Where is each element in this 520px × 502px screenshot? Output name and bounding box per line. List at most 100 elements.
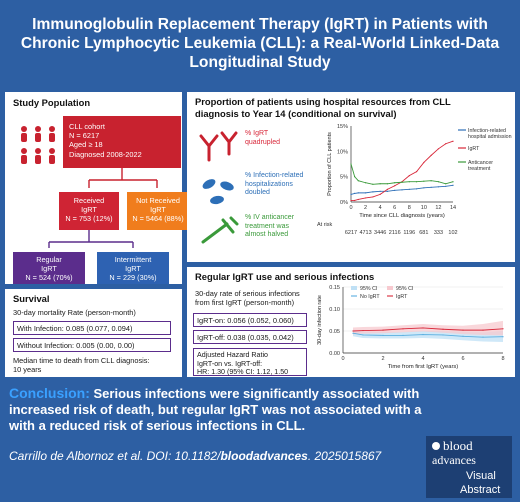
iv-drip-icon xyxy=(201,216,239,244)
cohort-line: CLL cohort xyxy=(69,122,105,131)
bacteria-icon xyxy=(202,179,234,205)
data-point xyxy=(502,328,504,330)
regular-line: N = 524 (70%) xyxy=(25,273,73,282)
y-tick-label: 5% xyxy=(340,175,348,181)
data-point xyxy=(364,197,367,199)
anticancer-text-line: % IV anticancer xyxy=(245,214,295,221)
y-axis-label: Proportion of CLL patients xyxy=(327,132,333,196)
data-point xyxy=(394,185,396,187)
citation-suffix: . 2025015867 xyxy=(307,449,382,463)
data-point xyxy=(445,183,447,185)
data-point xyxy=(437,148,440,150)
data-point xyxy=(452,184,454,186)
legend-label: IgRT xyxy=(468,146,480,152)
data-point xyxy=(364,182,367,184)
infection-text-line: % Infection-related xyxy=(245,172,304,179)
x-axis-label: Time since CLL diagnosis (years) xyxy=(359,213,445,219)
regular-igrt-panel: Regular IgRT use and serious infections … xyxy=(187,267,515,377)
anticancer-halved-text: % IV anticancer treatment was almost hal… xyxy=(245,214,294,240)
cohort-line: Diagnosed 2008-2022 xyxy=(69,149,142,159)
y-tick-label: 0% xyxy=(340,200,348,206)
igrt-off-box: IgRT-off: 0.038 (0.035, 0.042) xyxy=(193,330,307,344)
regular-text-line: 30-day rate of serious infections xyxy=(195,289,300,298)
legend-label: treatment xyxy=(468,166,491,172)
data-point xyxy=(402,334,404,336)
blood-advances-logo: blood advances Visual Abstract xyxy=(426,436,512,498)
anticancer-text-line: almost halved xyxy=(245,231,289,239)
legend-label: No IgRT xyxy=(360,294,380,300)
survival-subtitle: 30-day mortality Rate (person-month) xyxy=(13,308,136,317)
at-risk-value: 4713 xyxy=(359,230,371,236)
data-point xyxy=(462,335,464,337)
igrt-on-box: IgRT-on: 0.056 (0.052, 0.060) xyxy=(193,313,307,327)
received-line: N = 753 (12%) xyxy=(65,214,113,223)
data-point xyxy=(415,171,418,173)
hr-line: IgRT-on vs. IgRT-off: xyxy=(197,359,263,368)
cohort-box: CLL cohort N = 6217 Aged ≥ 18 Diagnosed … xyxy=(63,116,181,168)
x-tick-label: 6 xyxy=(461,356,464,362)
x-tick-label: 12 xyxy=(435,205,441,211)
data-point xyxy=(401,189,403,191)
x-tick-label: 4 xyxy=(421,356,424,362)
data-point xyxy=(452,181,454,183)
conclusion: Conclusion: Serious infections were sign… xyxy=(9,385,423,434)
intermittent-line: Intermittent xyxy=(114,255,152,264)
received-line: Received xyxy=(73,196,105,205)
not-received-igrt-box: Not Received IgRT N = 5464 (88%) xyxy=(127,192,189,230)
x-axis-label: Time from first IgRT (years) xyxy=(388,364,458,370)
not-received-line: IgRT xyxy=(150,205,166,214)
data-point xyxy=(394,182,396,184)
received-line: IgRT xyxy=(81,205,97,214)
legend-label: 95% CI xyxy=(360,286,377,292)
legend-label: Anticancer xyxy=(468,160,493,166)
hr-line: Adjusted Hazard Ratio xyxy=(197,351,268,359)
data-point xyxy=(379,193,381,195)
regular-line: IgRT xyxy=(41,264,57,273)
y-tick-label: 0.00 xyxy=(329,351,340,357)
header: Immunoglobulin Replacement Therapy (IgRT… xyxy=(0,0,520,86)
intermittent-igrt-box: Intermittent IgRT N = 229 (30%) xyxy=(97,252,169,284)
regular-text-line: from first IgRT (person-month) xyxy=(195,298,295,307)
data-point xyxy=(372,183,374,185)
data-point xyxy=(445,143,447,145)
data-point xyxy=(379,183,381,185)
anticancer-text-line: treatment was xyxy=(245,222,289,230)
x-tick-label: 0 xyxy=(349,205,352,211)
x-tick-label: 0 xyxy=(341,356,344,362)
logo-text: blood xyxy=(443,438,473,453)
antibody-icon xyxy=(199,131,238,162)
y-tick-label: 10% xyxy=(337,149,348,155)
data-point xyxy=(362,334,364,336)
data-point xyxy=(350,163,352,165)
data-point xyxy=(437,181,440,183)
x-tick-label: 10 xyxy=(421,205,427,211)
legend-label: IgRT xyxy=(396,294,408,300)
citation-prefix: Carrillo de Albornoz et al. DOI: 10.1182… xyxy=(9,449,221,463)
y-tick-label: 15% xyxy=(337,124,348,130)
legend-label: hospital admission xyxy=(468,134,512,140)
not-received-line: N = 5464 (88%) xyxy=(132,214,184,223)
x-tick-label: 4 xyxy=(379,205,382,211)
data-point xyxy=(350,193,352,195)
median-time-value: 10 years xyxy=(13,365,42,374)
data-point xyxy=(430,154,432,156)
data-point xyxy=(394,189,396,191)
data-point xyxy=(354,192,356,194)
data-point xyxy=(408,175,410,177)
data-point xyxy=(386,190,389,192)
without-infection-box: Without Infection: 0.005 (0.00, 0.00) xyxy=(13,338,171,352)
at-risk-value: 681 xyxy=(419,230,428,236)
data-point xyxy=(386,183,389,185)
not-received-line: Not Received xyxy=(136,196,180,205)
legend-swatch xyxy=(351,286,357,290)
data-point xyxy=(423,187,425,189)
y-tick-label: 0.05 xyxy=(329,329,340,335)
data-point xyxy=(442,334,444,336)
data-point xyxy=(442,328,444,330)
data-point xyxy=(354,176,356,178)
data-point xyxy=(362,329,364,332)
study-population-panel: Study Population CLL cohort N = 6217 Age… xyxy=(5,92,189,284)
data-point xyxy=(357,192,359,194)
cohort-line: N = 6217 xyxy=(69,131,100,141)
survival-panel: Survival 30-day mortality Rate (person-m… xyxy=(5,289,182,377)
